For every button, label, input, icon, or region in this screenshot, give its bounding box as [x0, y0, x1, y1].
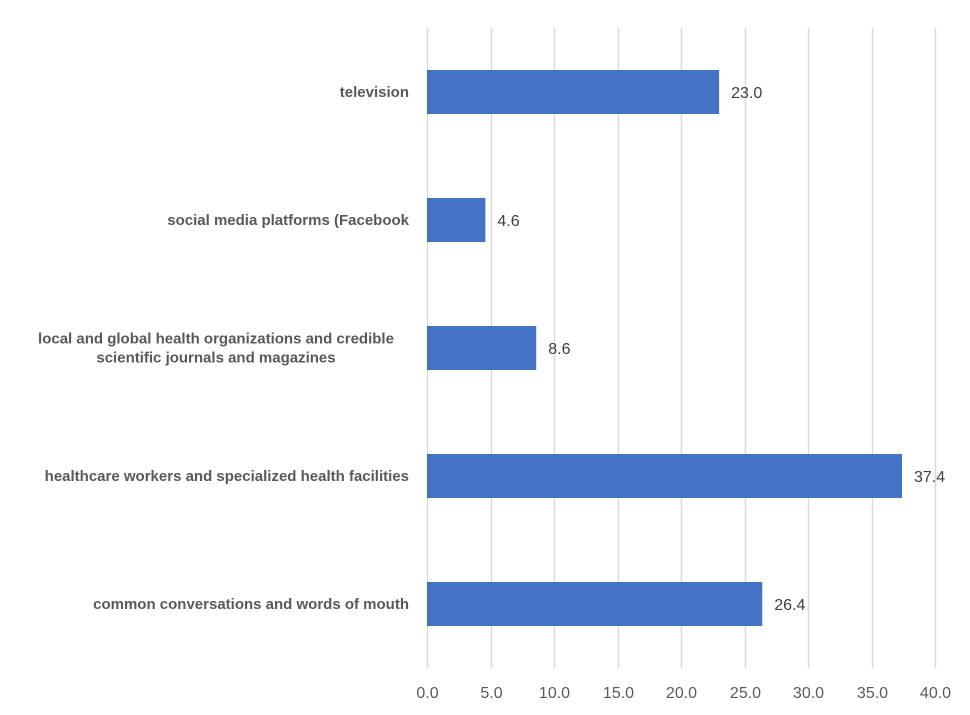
bar: [427, 582, 763, 626]
x-tick-label: 35.0: [857, 685, 888, 702]
data-label: 23.0: [731, 85, 762, 102]
x-tick-label: 10.0: [539, 685, 570, 702]
bar: [427, 454, 902, 498]
x-tick-label: 5.0: [480, 685, 502, 702]
category-label: healthcare workers and specialized healt…: [45, 468, 409, 485]
x-tick-label: 0.0: [416, 685, 438, 702]
x-tick-label: 25.0: [730, 685, 761, 702]
x-tick-label: 20.0: [666, 685, 697, 702]
category-label: social media platforms (Facebook: [167, 212, 409, 229]
x-tick-label: 15.0: [603, 685, 634, 702]
x-tick-label: 30.0: [793, 685, 824, 702]
category-label: common conversations and words of mouth: [93, 596, 409, 613]
data-label: 8.6: [548, 341, 570, 358]
bar: [427, 198, 486, 242]
category-label: scientific journals and magazines: [96, 350, 335, 367]
category-label: local and global health organizations an…: [38, 331, 394, 348]
x-tick-label: 40.0: [920, 685, 951, 702]
data-label: 4.6: [497, 213, 519, 230]
data-label: 26.4: [774, 597, 805, 614]
data-label: 37.4: [914, 469, 945, 486]
bar: [427, 326, 537, 370]
bar: [427, 70, 720, 114]
category-label: television: [340, 84, 409, 101]
